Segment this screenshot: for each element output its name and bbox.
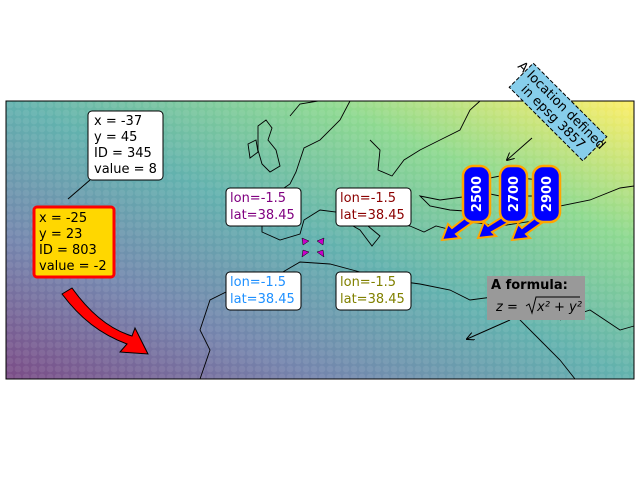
formula-annotation: A formula: z = x² + y² <box>467 276 585 339</box>
point-b-annotation: x = -25 y = 23 ID = 803 value = -2 <box>32 205 149 355</box>
point-a-annotation: x = -37 y = 45 ID = 345 value = 8 <box>67 110 164 200</box>
text-line: x = -25 <box>39 211 87 226</box>
lonlat-annotations: lon=-1.5 lat=38.45 lon=-1.5 lat=38.45 lo… <box>225 187 412 311</box>
contour-label: 2900 <box>540 176 555 212</box>
text-line: ID = 345 <box>94 146 152 161</box>
contour-label: 2700 <box>507 176 522 212</box>
annotation-text: x = -37 y = 45 ID = 345 value = 8 <box>94 114 157 177</box>
contour-annotations: 2500 2700 2900 <box>440 164 562 242</box>
contour-label: 2500 <box>470 176 485 212</box>
text-line: y = 45 <box>94 130 137 145</box>
annotation-text: lon=-1.5 lat=38.45 <box>340 191 405 223</box>
text-line: lat=38.45 <box>340 292 405 307</box>
text-line: lat=38.45 <box>340 208 405 223</box>
text-line: lon=-1.5 <box>340 275 396 290</box>
text-line: y = 23 <box>39 227 82 242</box>
formula-lhs: z = <box>495 300 518 315</box>
text-line: x = -37 <box>94 114 142 129</box>
text-line: value = 8 <box>94 162 157 177</box>
text-line: lon=-1.5 <box>230 275 286 290</box>
annotation-text: lon=-1.5 lat=38.45 <box>230 275 295 307</box>
formula-title: A formula: <box>491 278 568 293</box>
annotation-text: x = -25 y = 23 ID = 803 value = -2 <box>39 211 107 274</box>
markers <box>301 237 325 258</box>
annotation-text: lon=-1.5 lat=38.45 <box>230 191 295 223</box>
text-line: ID = 803 <box>39 243 97 258</box>
text-line: lat=38.45 <box>230 292 295 307</box>
formula-radicand: x² + y² <box>536 300 582 315</box>
text-line: lon=-1.5 <box>230 191 286 206</box>
text-line: lon=-1.5 <box>340 191 396 206</box>
text-line: value = -2 <box>39 259 107 274</box>
annotation-text: lon=-1.5 lat=38.45 <box>340 275 405 307</box>
text-line: lat=38.45 <box>230 208 295 223</box>
